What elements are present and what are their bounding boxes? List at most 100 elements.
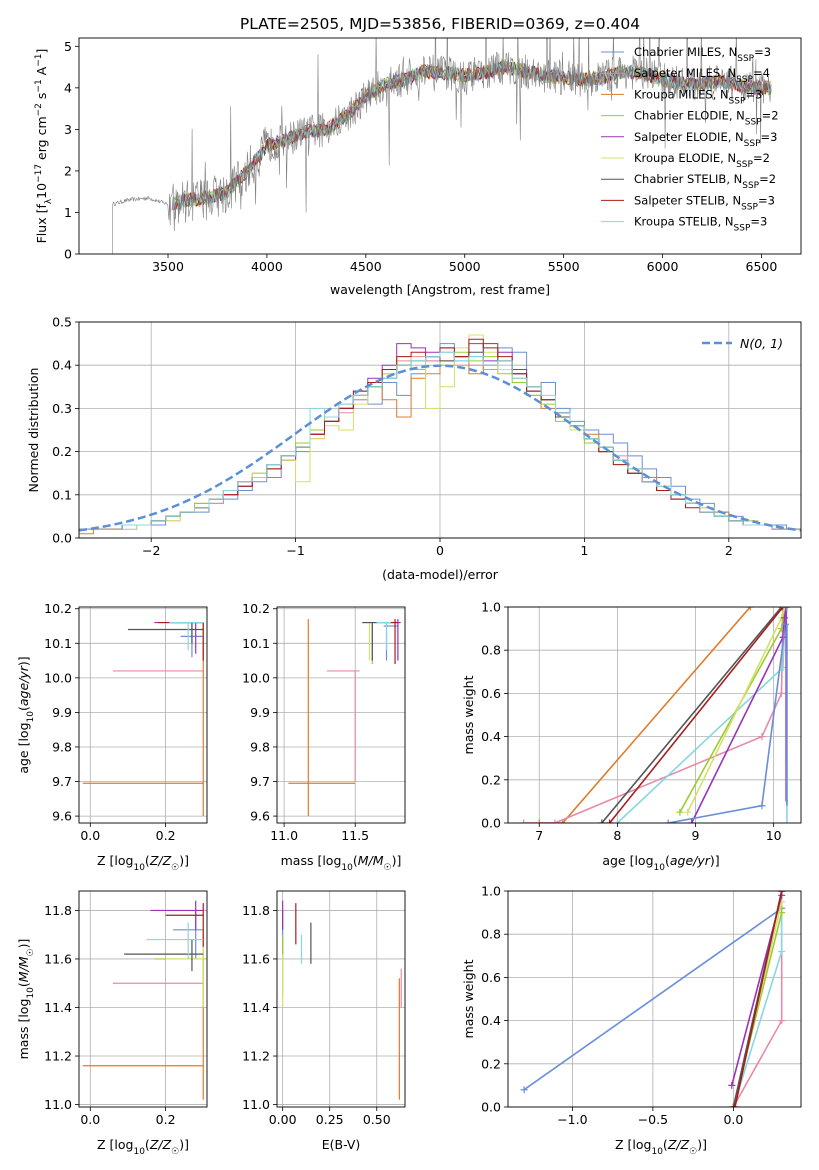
x-tick-label: −2 (142, 543, 160, 558)
weight-marker (535, 819, 543, 823)
y-tick-label: 0.0 (481, 816, 501, 831)
plot-area (288, 619, 401, 817)
label-part: ( (16, 706, 31, 711)
weight-marker (781, 607, 789, 611)
y-tick-label: 10.2 (242, 601, 270, 616)
axes-frame: −1.0 −0.5 0.0 0.0 0.2 0.4 0.6 0.8 1.0 mass weight… (461, 884, 802, 1157)
y-tick-label: 9.6 (52, 809, 72, 824)
normal-curve (79, 364, 801, 532)
label-part: =2 (753, 151, 770, 165)
panel-age_vs_mass: 11.0 11.5 9.6 9.7 9.8 9.9 10.0 10.1 10.2 mass [lo… (242, 601, 406, 873)
y-tick-label: 0.4 (481, 1013, 501, 1028)
weight-marker (613, 819, 621, 823)
label-part: SSP (737, 54, 754, 64)
label-part: SSP (742, 181, 759, 191)
label-part: λ (44, 198, 54, 204)
label-part: SSP (736, 160, 753, 170)
x-tick-label: 4500 (350, 259, 382, 274)
x-axis-label: Z [log10(Z/Z☉)] (97, 1137, 189, 1157)
y-tick-label: 11.0 (44, 1097, 72, 1112)
x-tick-label: 0 (436, 543, 444, 558)
axes-box (78, 606, 208, 824)
axes-frame: 11.0 11.5 9.6 9.7 9.8 9.9 10.0 10.1 10.2 mass [lo… (242, 601, 406, 873)
x-axis-label: Z [log10(Z/Z☉)] (615, 1137, 707, 1157)
label-part: Z/Z (667, 1137, 690, 1152)
label-part: Z [log (97, 853, 133, 868)
label-part: SSP (736, 75, 753, 85)
label-part: SSP (745, 118, 762, 128)
x-tick-label: 7 (535, 828, 543, 843)
y-tick-label: 10.0 (242, 670, 270, 685)
x-tick-label: 2 (725, 543, 733, 558)
x-tick-label: 0.2 (156, 828, 176, 843)
x-axis-label: E(B-V) (322, 1137, 361, 1152)
data-spectrum (112, 38, 772, 254)
y-tick-label: 1.0 (481, 600, 501, 615)
panel-residuals: −2 −1 0 1 2 0.0 0.1 0.2 0.3 0.4 0.5 N(0, 1) (data-mo… (26, 315, 802, 582)
label-part: )] (179, 853, 189, 868)
y-tick-label: 10.0 (44, 670, 72, 685)
y-tick-label: 3 (64, 122, 72, 137)
weight-marker (778, 1017, 786, 1025)
axes-box (507, 606, 802, 824)
y-tick-label: 0.4 (481, 729, 501, 744)
y-tick-label: 0.2 (52, 444, 72, 459)
y-tick-label: 11.2 (242, 1049, 270, 1064)
label-part: =3 (750, 215, 767, 229)
label-part: M/M (16, 956, 31, 982)
weight-line (601, 607, 783, 823)
y-tick-label: 11.4 (44, 1000, 72, 1015)
label-part: SSP (734, 224, 751, 234)
y-tick-label: 10.1 (242, 636, 270, 651)
y-tick-label: 0.8 (481, 927, 501, 942)
y-tick-label: 1 (64, 205, 72, 220)
weight-line (523, 907, 783, 1091)
label-part: 10 (654, 863, 666, 873)
x-tick-label: 1 (580, 543, 588, 558)
y-tick-label: 0.5 (52, 315, 72, 330)
axes-box (507, 890, 802, 1108)
weight-line (731, 891, 783, 1086)
label-part: =2 (762, 109, 779, 123)
label-part: )] (16, 656, 31, 666)
label-part: 10 (26, 711, 36, 723)
y-tick-label: 11.4 (242, 1000, 270, 1015)
weight-marker (664, 819, 672, 823)
weight-line (608, 607, 786, 823)
y-tick-label: 0.6 (481, 686, 501, 701)
label-part: )] (179, 1137, 189, 1152)
axes-box (276, 606, 406, 824)
label-part: =3 (758, 193, 775, 207)
axes-frame: 0.00 0.25 0.50 11.0 11.2 11.4 11.6 11.8 E(B-V) (242, 890, 406, 1152)
y-tick-label: 9.8 (52, 739, 72, 754)
weight-marker (731, 1103, 739, 1107)
x-tick-label: 5000 (449, 259, 481, 274)
label-part: =3 (761, 130, 778, 144)
weight-marker (551, 819, 559, 823)
x-axis-label: wavelength [Angstrom, rest frame] (330, 282, 550, 297)
label-part: Salpeter STELIB, N (634, 193, 741, 207)
x-tick-label: 0.2 (156, 1112, 176, 1127)
label-part: ] (34, 49, 49, 54)
panel-massweight_vs_age: 7 8 9 10 0.0 0.2 0.4 0.6 0.8 1.0 mass weight age [l… (461, 600, 802, 873)
x-tick-label: 8 (613, 828, 621, 843)
label-part: A (34, 66, 49, 79)
panel-mass_vs_ebv: 0.00 0.25 0.50 11.0 11.2 11.4 11.6 11.8 E(B-V) (242, 890, 406, 1152)
label-part: 10 (34, 183, 49, 199)
weight-marker (728, 1081, 736, 1089)
x-tick-label: 0.50 (363, 1112, 391, 1127)
figure-title: PLATE=2505, MJD=53856, FIBERID=0369, z=0… (240, 15, 640, 33)
y-axis-label: mass [log10(M/M☉)] (16, 939, 36, 1060)
y-axis-label: age [log10(age/yr)] (16, 656, 36, 773)
panel-massweight_vs_Z: −1.0 −0.5 0.0 0.0 0.2 0.4 0.6 0.8 1.0 mass weight… (461, 884, 802, 1157)
y-tick-label: 0.6 (481, 970, 501, 985)
y-tick-label: 5 (64, 39, 72, 54)
weight-marker (676, 808, 684, 816)
x-tick-label: 0.25 (316, 1112, 344, 1127)
axes-box (276, 890, 406, 1108)
weight-line (616, 607, 787, 823)
